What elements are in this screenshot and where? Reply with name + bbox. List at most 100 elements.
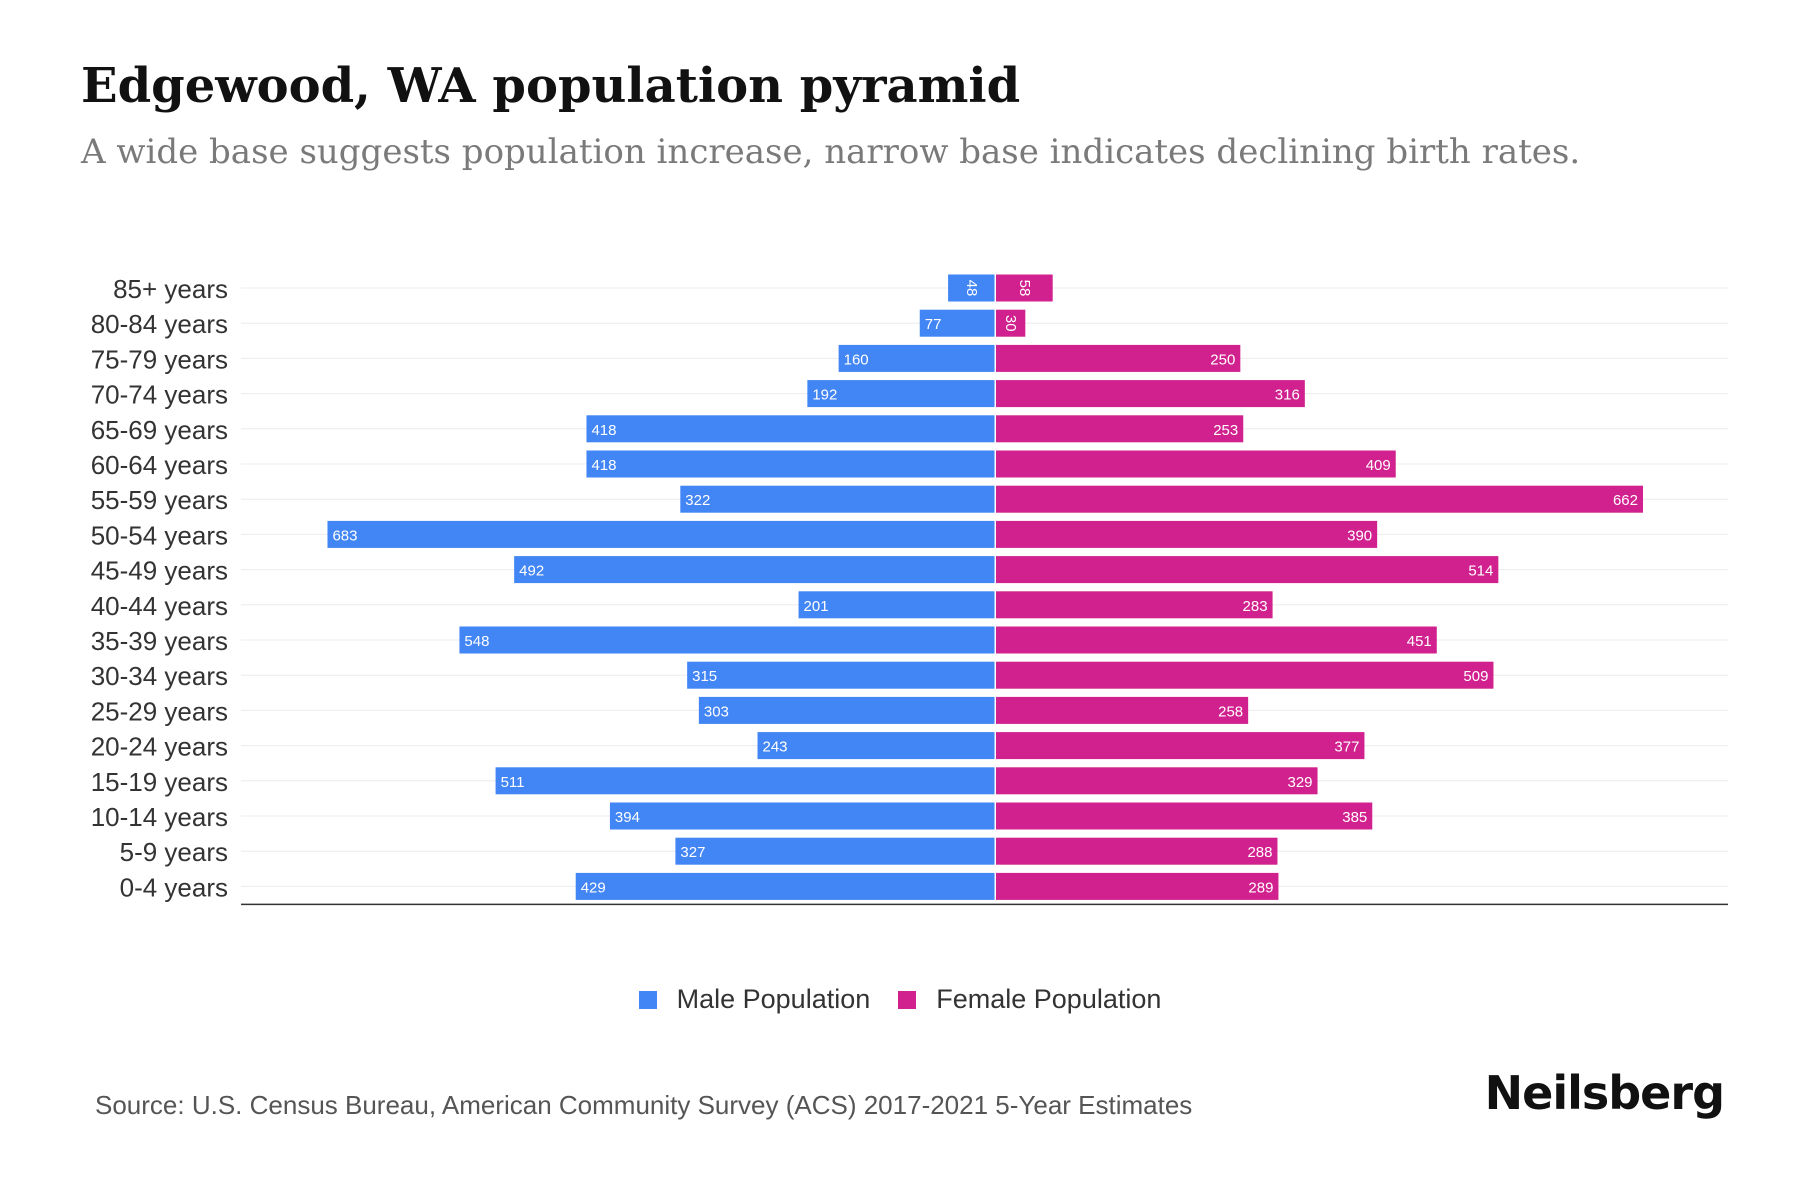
age-group-label: 25-29 years	[91, 696, 228, 726]
age-group-label: 30-34 years	[91, 661, 228, 691]
chart-title: Edgewood, WA population pyramid	[81, 58, 1021, 114]
legend-swatch-male	[638, 990, 657, 1009]
female-bar	[996, 767, 1318, 795]
male-bar	[675, 837, 995, 865]
age-group-label: 15-19 years	[91, 767, 228, 797]
male-value-label: 548	[464, 633, 489, 650]
age-group-label: 10-14 years	[91, 802, 228, 832]
female-value-label: 58	[1016, 280, 1033, 297]
male-value-label: 511	[501, 774, 525, 791]
male-bar	[698, 696, 995, 724]
female-bar	[996, 485, 1643, 513]
female-value-label: 451	[1407, 633, 1432, 650]
male-bar	[586, 450, 995, 478]
age-group-label: 85+ years	[113, 274, 228, 304]
age-group-label: 65-69 years	[91, 415, 228, 445]
chart-subtitle: A wide base suggests population increase…	[81, 132, 1581, 172]
female-value-label: 253	[1213, 422, 1238, 439]
male-bar	[609, 802, 995, 830]
female-bar	[996, 450, 1396, 478]
female-bar	[996, 415, 1244, 443]
female-value-label: 250	[1210, 351, 1235, 368]
male-bar	[459, 626, 995, 654]
female-value-label: 288	[1247, 844, 1272, 861]
female-bar	[996, 802, 1373, 830]
male-value-label: 315	[692, 668, 717, 685]
male-bar	[919, 309, 995, 337]
male-value-label: 327	[680, 844, 705, 861]
male-bar	[680, 485, 995, 513]
male-value-label: 48	[963, 280, 980, 297]
female-value-label: 377	[1334, 739, 1359, 756]
legend-label-female: Female Population	[936, 984, 1162, 1014]
male-value-label: 322	[685, 492, 710, 509]
age-group-label: 0-4 years	[120, 872, 228, 902]
age-group-label: 20-24 years	[91, 732, 228, 762]
male-value-label: 429	[581, 879, 606, 896]
male-value-label: 394	[615, 809, 640, 826]
female-value-label: 329	[1288, 774, 1313, 791]
age-group-label: 55-59 years	[91, 485, 228, 515]
population-pyramid-chart: 85+ years 48 58 80-84 years 77 30 75-79 years 1…	[91, 274, 1728, 906]
female-bar	[996, 380, 1305, 408]
female-value-label: 662	[1613, 492, 1638, 509]
male-value-label: 243	[763, 739, 788, 756]
male-bar	[687, 661, 995, 689]
female-bar	[996, 309, 1026, 337]
age-group-label: 5-9 years	[120, 837, 228, 867]
legend-swatch-female	[898, 990, 917, 1009]
female-value-label: 316	[1275, 387, 1300, 404]
male-bar	[514, 556, 995, 584]
male-bar	[798, 591, 995, 619]
legend-item-female[interactable]: Female Population	[898, 984, 1161, 1015]
age-group-label: 80-84 years	[91, 309, 228, 339]
female-bar	[996, 872, 1279, 900]
female-bar	[996, 696, 1249, 724]
legend-item-male[interactable]: Male Population	[638, 984, 871, 1015]
female-bar	[996, 556, 1499, 584]
female-bar	[996, 837, 1278, 865]
age-group-label: 75-79 years	[91, 344, 228, 374]
female-bar	[996, 626, 1437, 654]
male-bar	[327, 520, 995, 548]
female-value-label: 385	[1342, 809, 1367, 826]
female-value-label: 283	[1243, 598, 1268, 615]
male-bar	[838, 344, 995, 372]
source-note: Source: U.S. Census Bureau, American Com…	[95, 1090, 1193, 1120]
age-group-label: 50-54 years	[91, 520, 228, 550]
female-value-label: 30	[1002, 315, 1019, 332]
age-group-label: 35-39 years	[91, 626, 228, 656]
male-bar	[948, 274, 995, 302]
male-bar	[495, 767, 995, 795]
legend-label-male: Male Population	[676, 984, 871, 1014]
female-value-label: 289	[1248, 879, 1273, 896]
male-value-label: 303	[704, 703, 729, 720]
female-bar	[996, 591, 1273, 619]
male-value-label: 418	[591, 422, 616, 439]
male-value-label: 683	[332, 527, 357, 544]
male-value-label: 192	[812, 387, 837, 404]
male-bar	[586, 415, 995, 443]
female-value-label: 514	[1468, 563, 1493, 580]
female-bar	[996, 520, 1378, 548]
female-bar	[996, 732, 1365, 760]
female-value-label: 409	[1366, 457, 1391, 474]
male-value-label: 492	[519, 563, 544, 580]
male-value-label: 418	[591, 457, 616, 474]
male-value-label: 201	[804, 598, 829, 615]
age-group-label: 40-44 years	[91, 591, 228, 621]
male-bar	[807, 380, 995, 408]
female-bar	[996, 274, 1053, 302]
female-bar	[996, 344, 1241, 372]
female-value-label: 509	[1463, 668, 1488, 685]
chart-legend: Male Population Female Population	[0, 984, 1800, 1015]
age-group-label: 60-64 years	[91, 450, 228, 480]
male-bar	[757, 732, 995, 760]
age-group-label: 70-74 years	[91, 380, 228, 410]
female-value-label: 258	[1218, 703, 1243, 720]
male-value-label: 160	[844, 351, 869, 368]
female-bar	[996, 661, 1494, 689]
male-bar	[575, 872, 995, 900]
brand-logo: Neilsberg	[1484, 1066, 1725, 1120]
male-value-label: 77	[925, 316, 942, 333]
